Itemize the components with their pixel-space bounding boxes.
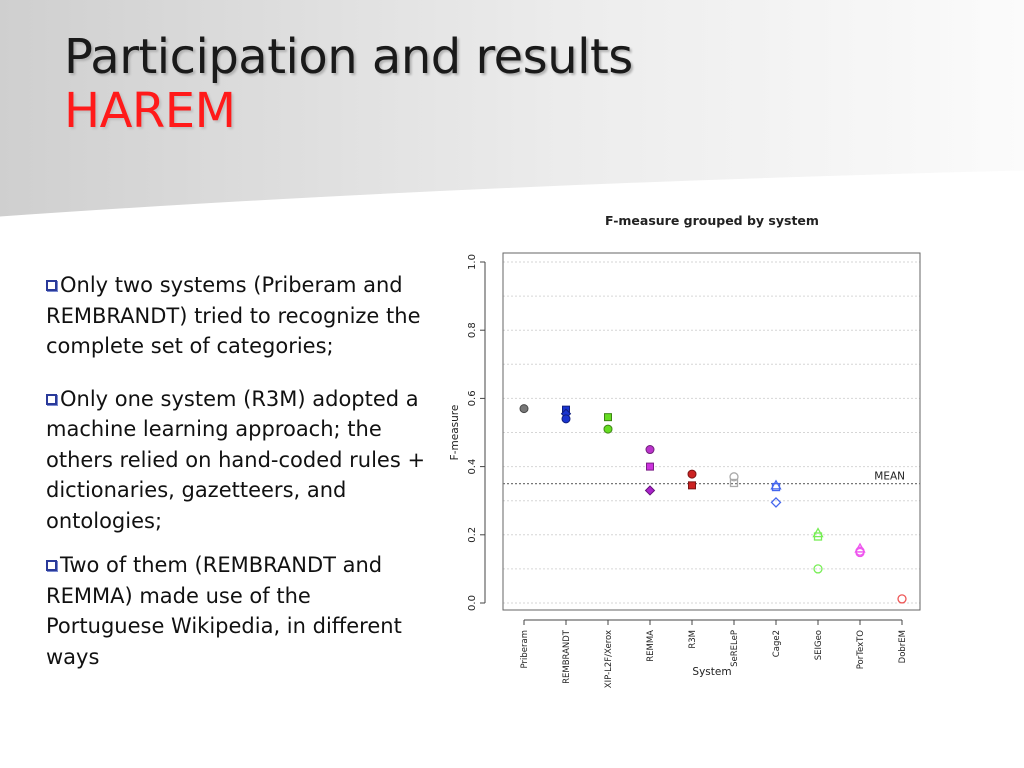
y-axis: 0.0 0.2 0.4 0.6 0.8 1.0 xyxy=(467,254,486,611)
mean-label: MEAN xyxy=(874,471,905,483)
y-tick-label: 0.4 xyxy=(467,459,478,475)
x-tick-label: DobrEM xyxy=(898,630,908,663)
data-point-circle xyxy=(561,414,571,424)
data-point-square xyxy=(771,482,781,492)
data-point-circle xyxy=(729,472,739,482)
data-point-square xyxy=(688,481,696,490)
x-tick-label: Cage2 xyxy=(772,630,782,657)
data-point-circle xyxy=(855,547,865,558)
data-points xyxy=(519,404,907,604)
checkbox-bullet-icon xyxy=(46,393,57,405)
bullet-text: Only one system (R3M) adopted a machine … xyxy=(46,386,426,533)
data-point-square xyxy=(646,462,654,471)
data-point-circle xyxy=(519,404,529,414)
x-tick-label: Priberam xyxy=(520,630,530,668)
data-point-diamond xyxy=(644,485,656,496)
bullet-item: Only one system (R3M) adopted a machine … xyxy=(46,384,426,537)
y-tick-label: 0.6 xyxy=(467,390,478,406)
bullet-item: Two of them (REMBRANDT and REMMA) made u… xyxy=(46,550,426,672)
bullet-text: Two of them (REMBRANDT and REMMA) made u… xyxy=(46,553,402,669)
x-tick-label: SeRELeP xyxy=(730,630,740,667)
bullet-list: Only two systems (Priberam and REMBRANDT… xyxy=(46,270,426,682)
data-point-triangle xyxy=(770,479,782,490)
background-swoosh xyxy=(0,0,1024,220)
bullet-text: Only two systems (Priberam and REMBRANDT… xyxy=(46,273,421,358)
x-tick-label: PorTexTO xyxy=(856,630,866,670)
y-tick-label: 0.2 xyxy=(467,527,478,543)
chart-container: F-measure grouped by system 0.0 0.2 0.4 0.6… xyxy=(440,205,980,705)
checkbox-bullet-icon xyxy=(46,560,57,571)
data-point-circle xyxy=(603,424,613,434)
y-tick-label: 0.8 xyxy=(467,322,478,338)
f-measure-chart: F-measure grouped by system 0.0 0.2 0.4 0.6… xyxy=(449,213,921,688)
y-axis-label: F-measure xyxy=(449,405,461,461)
y-tick-label: 1.0 xyxy=(467,254,478,270)
data-point-square xyxy=(604,413,612,422)
data-point-square xyxy=(729,478,739,488)
data-point-circle xyxy=(687,469,697,479)
slide-subtitle: HAREM xyxy=(64,83,236,139)
x-axis-label: System xyxy=(692,666,731,678)
data-point-circle xyxy=(813,564,823,574)
plot-frame xyxy=(502,252,921,611)
x-tick-label: REMMA xyxy=(646,630,656,662)
data-point-diamond xyxy=(770,496,782,508)
chart-title: F-measure grouped by system xyxy=(605,213,819,228)
x-tick-label: XIP-L2F/Xerox xyxy=(604,630,614,688)
y-tick-label: 0.0 xyxy=(467,595,478,611)
slide-title: Participation and results xyxy=(64,29,633,85)
x-tick-label: R3M xyxy=(688,630,698,649)
mean-line-group: MEAN xyxy=(503,471,920,485)
checkbox-bullet-icon xyxy=(46,280,57,291)
data-point-square xyxy=(813,532,823,541)
x-tick-label: SEIGeo xyxy=(814,630,824,660)
grid-lines xyxy=(503,261,920,604)
data-point-circle xyxy=(645,445,655,455)
data-point-circle xyxy=(897,594,907,604)
x-tick-label: REMBRANDT xyxy=(562,629,572,684)
title-block: Participation and results HAREM xyxy=(64,30,633,138)
bullet-item: Only two systems (Priberam and REMBRANDT… xyxy=(46,270,426,362)
x-axis: Priberam REMBRANDT XIP-L2F/Xerox REMMA R3M Se… xyxy=(520,619,908,688)
